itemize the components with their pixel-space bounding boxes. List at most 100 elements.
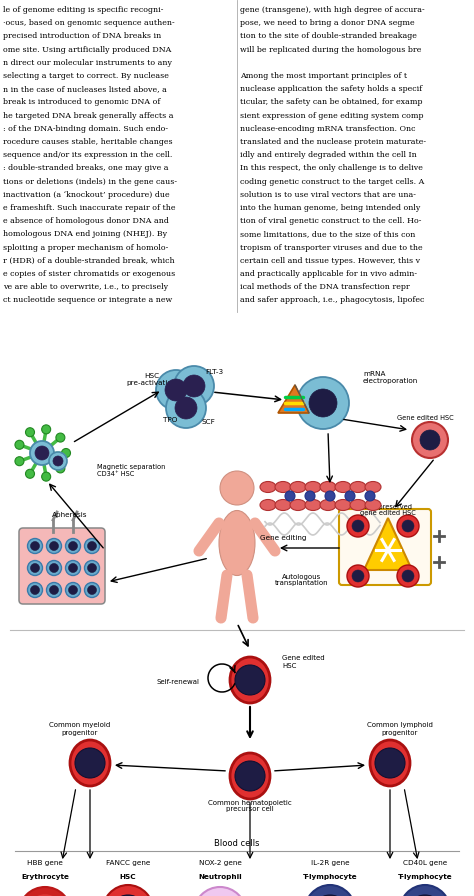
Polygon shape bbox=[364, 518, 412, 570]
Text: e absence of homologous donor DNA and: e absence of homologous donor DNA and bbox=[3, 217, 169, 225]
Text: and safer approach, i.e., phagocytosis, lipofec: and safer approach, i.e., phagocytosis, … bbox=[240, 297, 424, 305]
Text: sploiting a proper mechanism of homolo-: sploiting a proper mechanism of homolo- bbox=[3, 244, 168, 252]
Ellipse shape bbox=[290, 499, 306, 511]
Circle shape bbox=[352, 570, 364, 582]
Text: sient expression of gene editing system comp: sient expression of gene editing system … bbox=[240, 112, 423, 119]
Circle shape bbox=[183, 375, 205, 397]
Text: Magnetic separation
CD34⁺ HSC: Magnetic separation CD34⁺ HSC bbox=[97, 464, 165, 478]
Text: translated and the nuclease protein maturate-: translated and the nuclease protein matu… bbox=[240, 138, 426, 146]
Text: Among the most important principles of t: Among the most important principles of t bbox=[240, 72, 407, 80]
Text: into the human genome, being intended only: into the human genome, being intended on… bbox=[240, 204, 420, 212]
Ellipse shape bbox=[219, 511, 255, 575]
Ellipse shape bbox=[304, 885, 356, 896]
Circle shape bbox=[42, 472, 51, 481]
Circle shape bbox=[53, 456, 63, 466]
Circle shape bbox=[165, 379, 187, 401]
Circle shape bbox=[30, 441, 54, 465]
Circle shape bbox=[194, 887, 246, 896]
Circle shape bbox=[305, 491, 315, 501]
Text: certain cell and tissue types. However, this v: certain cell and tissue types. However, … bbox=[240, 257, 420, 265]
Text: le of genome editing is specific recogni-: le of genome editing is specific recogni… bbox=[3, 6, 164, 14]
Circle shape bbox=[325, 491, 335, 501]
Circle shape bbox=[220, 471, 254, 505]
Text: some limitations, due to the size of this con: some limitations, due to the size of thi… bbox=[240, 230, 415, 238]
Circle shape bbox=[174, 366, 214, 406]
Circle shape bbox=[84, 561, 100, 575]
Ellipse shape bbox=[320, 499, 336, 511]
Text: he targeted DNA break generally affects a: he targeted DNA break generally affects … bbox=[3, 112, 173, 119]
Ellipse shape bbox=[305, 499, 321, 511]
Ellipse shape bbox=[275, 481, 291, 493]
Text: homologous DNA end joining (NHEJ). By: homologous DNA end joining (NHEJ). By bbox=[3, 230, 167, 238]
Text: tion to the site of double-stranded breakage: tion to the site of double-stranded brea… bbox=[240, 32, 417, 40]
Text: idly and entirely degraded within the cell In: idly and entirely degraded within the ce… bbox=[240, 151, 417, 159]
Text: tropism of transporter viruses and due to the: tropism of transporter viruses and due t… bbox=[240, 244, 423, 252]
Ellipse shape bbox=[350, 499, 366, 511]
Circle shape bbox=[312, 895, 348, 896]
Text: FLT-3: FLT-3 bbox=[205, 369, 223, 375]
Circle shape bbox=[15, 457, 24, 466]
Circle shape bbox=[42, 425, 51, 434]
Text: HSC: HSC bbox=[120, 874, 137, 880]
Text: TPO: TPO bbox=[163, 417, 177, 423]
Circle shape bbox=[30, 541, 39, 550]
Circle shape bbox=[88, 541, 97, 550]
Ellipse shape bbox=[335, 499, 351, 511]
Text: tions or deletions (indels) in the gene caus-: tions or deletions (indels) in the gene … bbox=[3, 177, 177, 185]
Circle shape bbox=[35, 446, 49, 460]
Text: CD40L gene: CD40L gene bbox=[403, 860, 447, 866]
Circle shape bbox=[27, 538, 43, 554]
Text: Neutrophil: Neutrophil bbox=[198, 874, 242, 880]
Circle shape bbox=[65, 538, 81, 554]
Circle shape bbox=[397, 565, 419, 587]
Ellipse shape bbox=[370, 740, 410, 786]
Circle shape bbox=[69, 541, 78, 550]
Circle shape bbox=[75, 748, 105, 778]
Text: NOX-2 gene: NOX-2 gene bbox=[199, 860, 241, 866]
Circle shape bbox=[69, 585, 78, 595]
Circle shape bbox=[365, 491, 375, 501]
Ellipse shape bbox=[320, 481, 336, 493]
Text: T-lymphocyte: T-lymphocyte bbox=[398, 874, 452, 880]
Text: and practically applicable for in vivo admin-: and practically applicable for in vivo a… bbox=[240, 270, 417, 278]
Circle shape bbox=[84, 538, 100, 554]
Text: Cryopreserved
gene edited HSC: Cryopreserved gene edited HSC bbox=[360, 504, 416, 516]
Text: ical methods of the DNA transfection repr: ical methods of the DNA transfection rep… bbox=[240, 283, 410, 291]
Text: precised introduction of DNA breaks in: precised introduction of DNA breaks in bbox=[3, 32, 161, 40]
Circle shape bbox=[166, 388, 206, 428]
Text: inactivation (a ‘knockout’ procedure) due: inactivation (a ‘knockout’ procedure) du… bbox=[3, 191, 170, 199]
Text: Common myeloid
progenitor: Common myeloid progenitor bbox=[49, 722, 110, 736]
Text: solution is to use viral vectors that are una-: solution is to use viral vectors that ar… bbox=[240, 191, 416, 199]
Circle shape bbox=[175, 397, 197, 419]
Text: rocedure causes stable, heritable changes: rocedure causes stable, heritable change… bbox=[3, 138, 173, 146]
Circle shape bbox=[156, 370, 196, 410]
FancyBboxPatch shape bbox=[339, 509, 431, 585]
Text: In this respect, the only challenge is to delive: In this respect, the only challenge is t… bbox=[240, 164, 423, 172]
Text: T-lymphocyte: T-lymphocyte bbox=[303, 874, 357, 880]
Circle shape bbox=[65, 561, 81, 575]
Circle shape bbox=[297, 377, 349, 429]
Circle shape bbox=[30, 564, 39, 573]
Circle shape bbox=[49, 564, 58, 573]
Circle shape bbox=[235, 761, 265, 791]
Text: e frameshift. Such inaccurate repair of the: e frameshift. Such inaccurate repair of … bbox=[3, 204, 175, 212]
Circle shape bbox=[110, 895, 146, 896]
Circle shape bbox=[46, 582, 62, 598]
Circle shape bbox=[420, 430, 440, 450]
Circle shape bbox=[402, 570, 414, 582]
Circle shape bbox=[49, 541, 58, 550]
Circle shape bbox=[347, 515, 369, 537]
Text: Gene editing: Gene editing bbox=[260, 535, 307, 541]
Text: sequence and/or its expression in the cell.: sequence and/or its expression in the ce… bbox=[3, 151, 173, 159]
Text: mRNA
electroporation: mRNA electroporation bbox=[363, 372, 418, 384]
Ellipse shape bbox=[275, 499, 291, 511]
Ellipse shape bbox=[335, 481, 351, 493]
Text: Blood cells: Blood cells bbox=[214, 839, 260, 848]
Circle shape bbox=[49, 585, 58, 595]
Text: Common lymphoid
progenitor: Common lymphoid progenitor bbox=[367, 722, 433, 736]
Polygon shape bbox=[278, 385, 309, 413]
Circle shape bbox=[49, 452, 67, 470]
Text: coding genetic construct to the target cells. A: coding genetic construct to the target c… bbox=[240, 177, 424, 185]
Circle shape bbox=[375, 748, 405, 778]
Circle shape bbox=[235, 665, 265, 695]
